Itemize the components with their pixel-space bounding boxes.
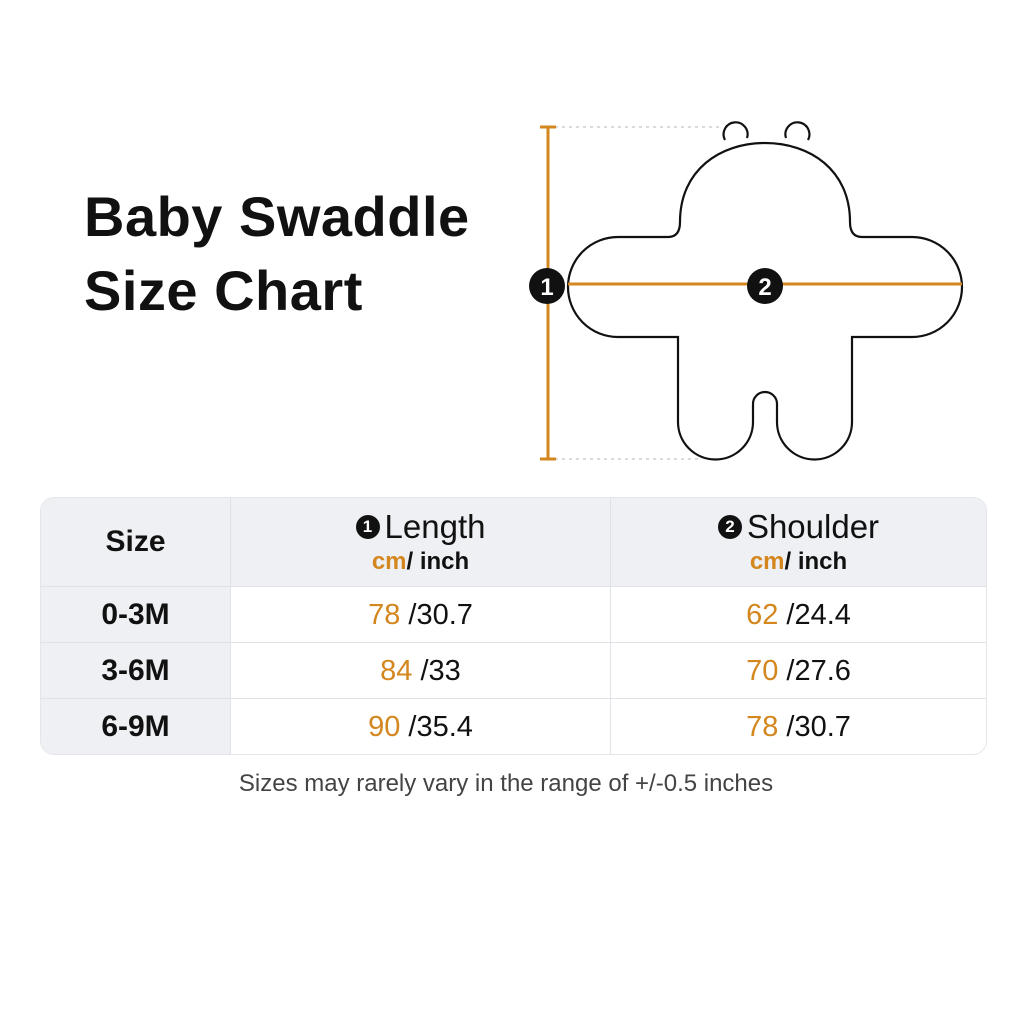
length-cell: 84 /33	[231, 643, 611, 699]
shoulder-inch: /30.7	[786, 710, 851, 743]
svg-text:2: 2	[758, 274, 771, 301]
header-length-label: Length	[384, 508, 486, 545]
length-inch: /33	[420, 654, 461, 687]
page-title: Baby Swaddle Size Chart	[84, 180, 470, 328]
badge-2: 2	[717, 515, 742, 539]
svg-text:1: 1	[540, 274, 553, 301]
header-shoulder-label: Shoulder	[746, 508, 880, 545]
unit-inch: / inch	[406, 548, 470, 575]
shoulder-inch: /24.4	[786, 598, 851, 631]
length-cm: 84	[380, 654, 413, 687]
title-line-1: Baby Swaddle	[84, 185, 470, 248]
table-row: 3-6M 84 /33 70 /27.6	[41, 642, 986, 699]
badge-1: 1	[355, 515, 380, 539]
size-note: Sizes may rarely vary in the range of +/…	[238, 770, 774, 797]
shoulder-cell: 70 /27.6	[611, 643, 986, 699]
header-shoulder: 2 Shoulder cm/ inch	[611, 498, 986, 586]
length-cm: 78	[368, 598, 401, 631]
length-inch: /30.7	[408, 598, 473, 631]
guide-lines	[555, 126, 720, 460]
table-row: 6-9M 90 /35.4 78 /30.7	[41, 698, 986, 754]
shoulder-cm: 78	[746, 710, 779, 743]
shoulder-cell: 78 /30.7	[611, 699, 986, 754]
size-table: Size 1 Length cm/ inch 2 Shoulder cm/ inch…	[40, 497, 987, 755]
length-cm: 90	[368, 710, 401, 743]
size-cell: 0-3M	[41, 587, 231, 643]
table-row: 0-3M 78 /30.7 62 /24.4	[41, 586, 986, 643]
swaddle-diagram: 1 2	[529, 121, 964, 461]
title-line-2: Size Chart	[84, 259, 363, 322]
unit-inch: / inch	[784, 548, 848, 575]
marker-2: 2	[747, 268, 783, 304]
length-cell: 90 /35.4	[231, 699, 611, 754]
unit-cm: cm	[749, 548, 785, 575]
header-length: 1 Length cm/ inch	[231, 498, 611, 586]
marker-1: 1	[529, 268, 565, 304]
size-cell: 6-9M	[41, 699, 231, 754]
shoulder-inch: /27.6	[786, 654, 851, 687]
shoulder-cm: 70	[746, 654, 779, 687]
shoulder-cell: 62 /24.4	[611, 587, 986, 643]
unit-cm: cm	[371, 548, 407, 575]
size-cell: 3-6M	[41, 643, 231, 699]
header-size: Size	[41, 498, 231, 586]
length-cell: 78 /30.7	[231, 587, 611, 643]
table-header-row: Size 1 Length cm/ inch 2 Shoulder cm/ inch	[41, 498, 986, 586]
shoulder-cm: 62	[746, 598, 779, 631]
length-inch: /35.4	[408, 710, 473, 743]
